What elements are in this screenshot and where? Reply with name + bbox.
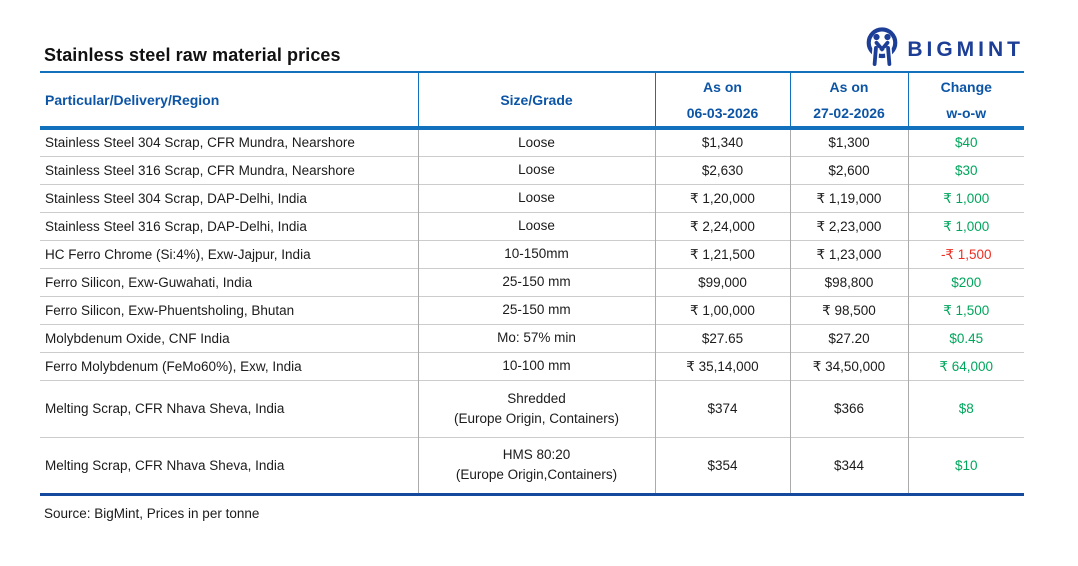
particular-cell: Ferro Silicon, Exw-Phuentsholing, Bhutan <box>40 295 418 324</box>
price-previous-cell: $1,300 <box>789 128 908 156</box>
price-previous-cell: $2,600 <box>789 155 908 184</box>
particular-cell: Molybdenum Oxide, CNF India <box>40 323 418 352</box>
particular-cell: Ferro Molybdenum (FeMo60%), Exw, India <box>40 351 418 380</box>
size-cell: 25-150 mm <box>417 295 655 324</box>
change-cell: $10 <box>907 436 1024 496</box>
table-row: Stainless Steel 316 Scrap, DAP-Delhi, In… <box>40 211 1024 240</box>
price-current-cell: $99,000 <box>654 267 790 296</box>
change-cell: $40 <box>907 128 1024 156</box>
price-previous-cell: ₹ 1,19,000 <box>789 183 908 212</box>
col-header-change: Change w-o-w <box>907 71 1024 130</box>
price-previous-cell: $27.20 <box>789 323 908 352</box>
price-current-cell: ₹ 35,14,000 <box>654 351 790 380</box>
change-cell: $30 <box>907 155 1024 184</box>
size-cell: Loose <box>417 183 655 212</box>
size-cell: 10-100 mm <box>417 351 655 380</box>
price-current-cell: $354 <box>654 436 790 496</box>
price-previous-cell: $344 <box>789 436 908 496</box>
price-current-cell: ₹ 1,21,500 <box>654 239 790 268</box>
price-current-cell: ₹ 1,20,000 <box>654 183 790 212</box>
particular-cell: Melting Scrap, CFR Nhava Sheva, India <box>40 379 418 437</box>
price-current-cell: $27.65 <box>654 323 790 352</box>
size-cell: Loose <box>417 211 655 240</box>
price-table: Particular/Delivery/Region Size/Grade As… <box>40 71 1024 496</box>
table-row: Ferro Molybdenum (FeMo60%), Exw, India 1… <box>40 351 1024 380</box>
table-row: Ferro Silicon, Exw-Guwahati, India 25-15… <box>40 267 1024 296</box>
price-previous-cell: ₹ 34,50,000 <box>789 351 908 380</box>
particular-cell: Stainless Steel 316 Scrap, DAP-Delhi, In… <box>40 211 418 240</box>
change-cell: $200 <box>907 267 1024 296</box>
size-cell: Shredded (Europe Origin, Containers) <box>417 379 655 437</box>
particular-cell: Stainless Steel 304 Scrap, DAP-Delhi, In… <box>40 183 418 212</box>
price-current-cell: ₹ 2,24,000 <box>654 211 790 240</box>
price-previous-cell: $98,800 <box>789 267 908 296</box>
particular-cell: Melting Scrap, CFR Nhava Sheva, India <box>40 436 418 496</box>
table-row: HC Ferro Chrome (Si:4%), Exw-Jajpur, Ind… <box>40 239 1024 268</box>
col-header-ason-current: As on 06-03-2026 <box>654 71 790 130</box>
price-current-cell: $2,630 <box>654 155 790 184</box>
price-previous-cell: ₹ 98,500 <box>789 295 908 324</box>
change-cell: ₹ 1,000 <box>907 211 1024 240</box>
source-note: Source: BigMint, Prices in per tonne <box>44 506 260 521</box>
brand-logo: BIGMINT <box>864 26 1024 73</box>
size-cell: Loose <box>417 128 655 156</box>
price-previous-cell: ₹ 1,23,000 <box>789 239 908 268</box>
col-header-size: Size/Grade <box>417 71 655 130</box>
page-title: Stainless steel raw material prices <box>44 45 341 65</box>
price-current-cell: ₹ 1,00,000 <box>654 295 790 324</box>
size-cell: Mo: 57% min <box>417 323 655 352</box>
price-previous-cell: $366 <box>789 379 908 437</box>
col-header-particular: Particular/Delivery/Region <box>40 71 418 130</box>
report-topbar: Stainless steel raw material prices BIGM… <box>44 24 1024 68</box>
table-row: Melting Scrap, CFR Nhava Sheva, India Sh… <box>40 379 1024 437</box>
particular-cell: HC Ferro Chrome (Si:4%), Exw-Jajpur, Ind… <box>40 239 418 268</box>
table-row: Molybdenum Oxide, CNF India Mo: 57% min … <box>40 323 1024 352</box>
table-row: Melting Scrap, CFR Nhava Sheva, India HM… <box>40 436 1024 496</box>
table-row: Stainless Steel 304 Scrap, CFR Mundra, N… <box>40 128 1024 156</box>
change-cell: ₹ 1,500 <box>907 295 1024 324</box>
particular-cell: Ferro Silicon, Exw-Guwahati, India <box>40 267 418 296</box>
size-cell: 10-150mm <box>417 239 655 268</box>
size-cell: HMS 80:20 (Europe Origin,Containers) <box>417 436 655 496</box>
table-row: Stainless Steel 316 Scrap, CFR Mundra, N… <box>40 155 1024 184</box>
brand-wordmark: BIGMINT <box>907 37 1024 61</box>
price-current-cell: $1,340 <box>654 128 790 156</box>
size-cell: 25-150 mm <box>417 267 655 296</box>
change-cell: $0.45 <box>907 323 1024 352</box>
price-current-cell: $374 <box>654 379 790 437</box>
change-cell: ₹ 64,000 <box>907 351 1024 380</box>
table-header: Particular/Delivery/Region Size/Grade As… <box>40 71 1024 130</box>
change-cell: $8 <box>907 379 1024 437</box>
bigmint-icon <box>864 26 900 73</box>
change-cell: ₹ 1,000 <box>907 183 1024 212</box>
particular-cell: Stainless Steel 304 Scrap, CFR Mundra, N… <box>40 128 418 156</box>
size-cell: Loose <box>417 155 655 184</box>
price-previous-cell: ₹ 2,23,000 <box>789 211 908 240</box>
change-cell: -₹ 1,500 <box>907 239 1024 268</box>
table-row: Ferro Silicon, Exw-Phuentsholing, Bhutan… <box>40 295 1024 324</box>
col-header-ason-previous: As on 27-02-2026 <box>789 71 908 130</box>
particular-cell: Stainless Steel 316 Scrap, CFR Mundra, N… <box>40 155 418 184</box>
table-row: Stainless Steel 304 Scrap, DAP-Delhi, In… <box>40 183 1024 212</box>
